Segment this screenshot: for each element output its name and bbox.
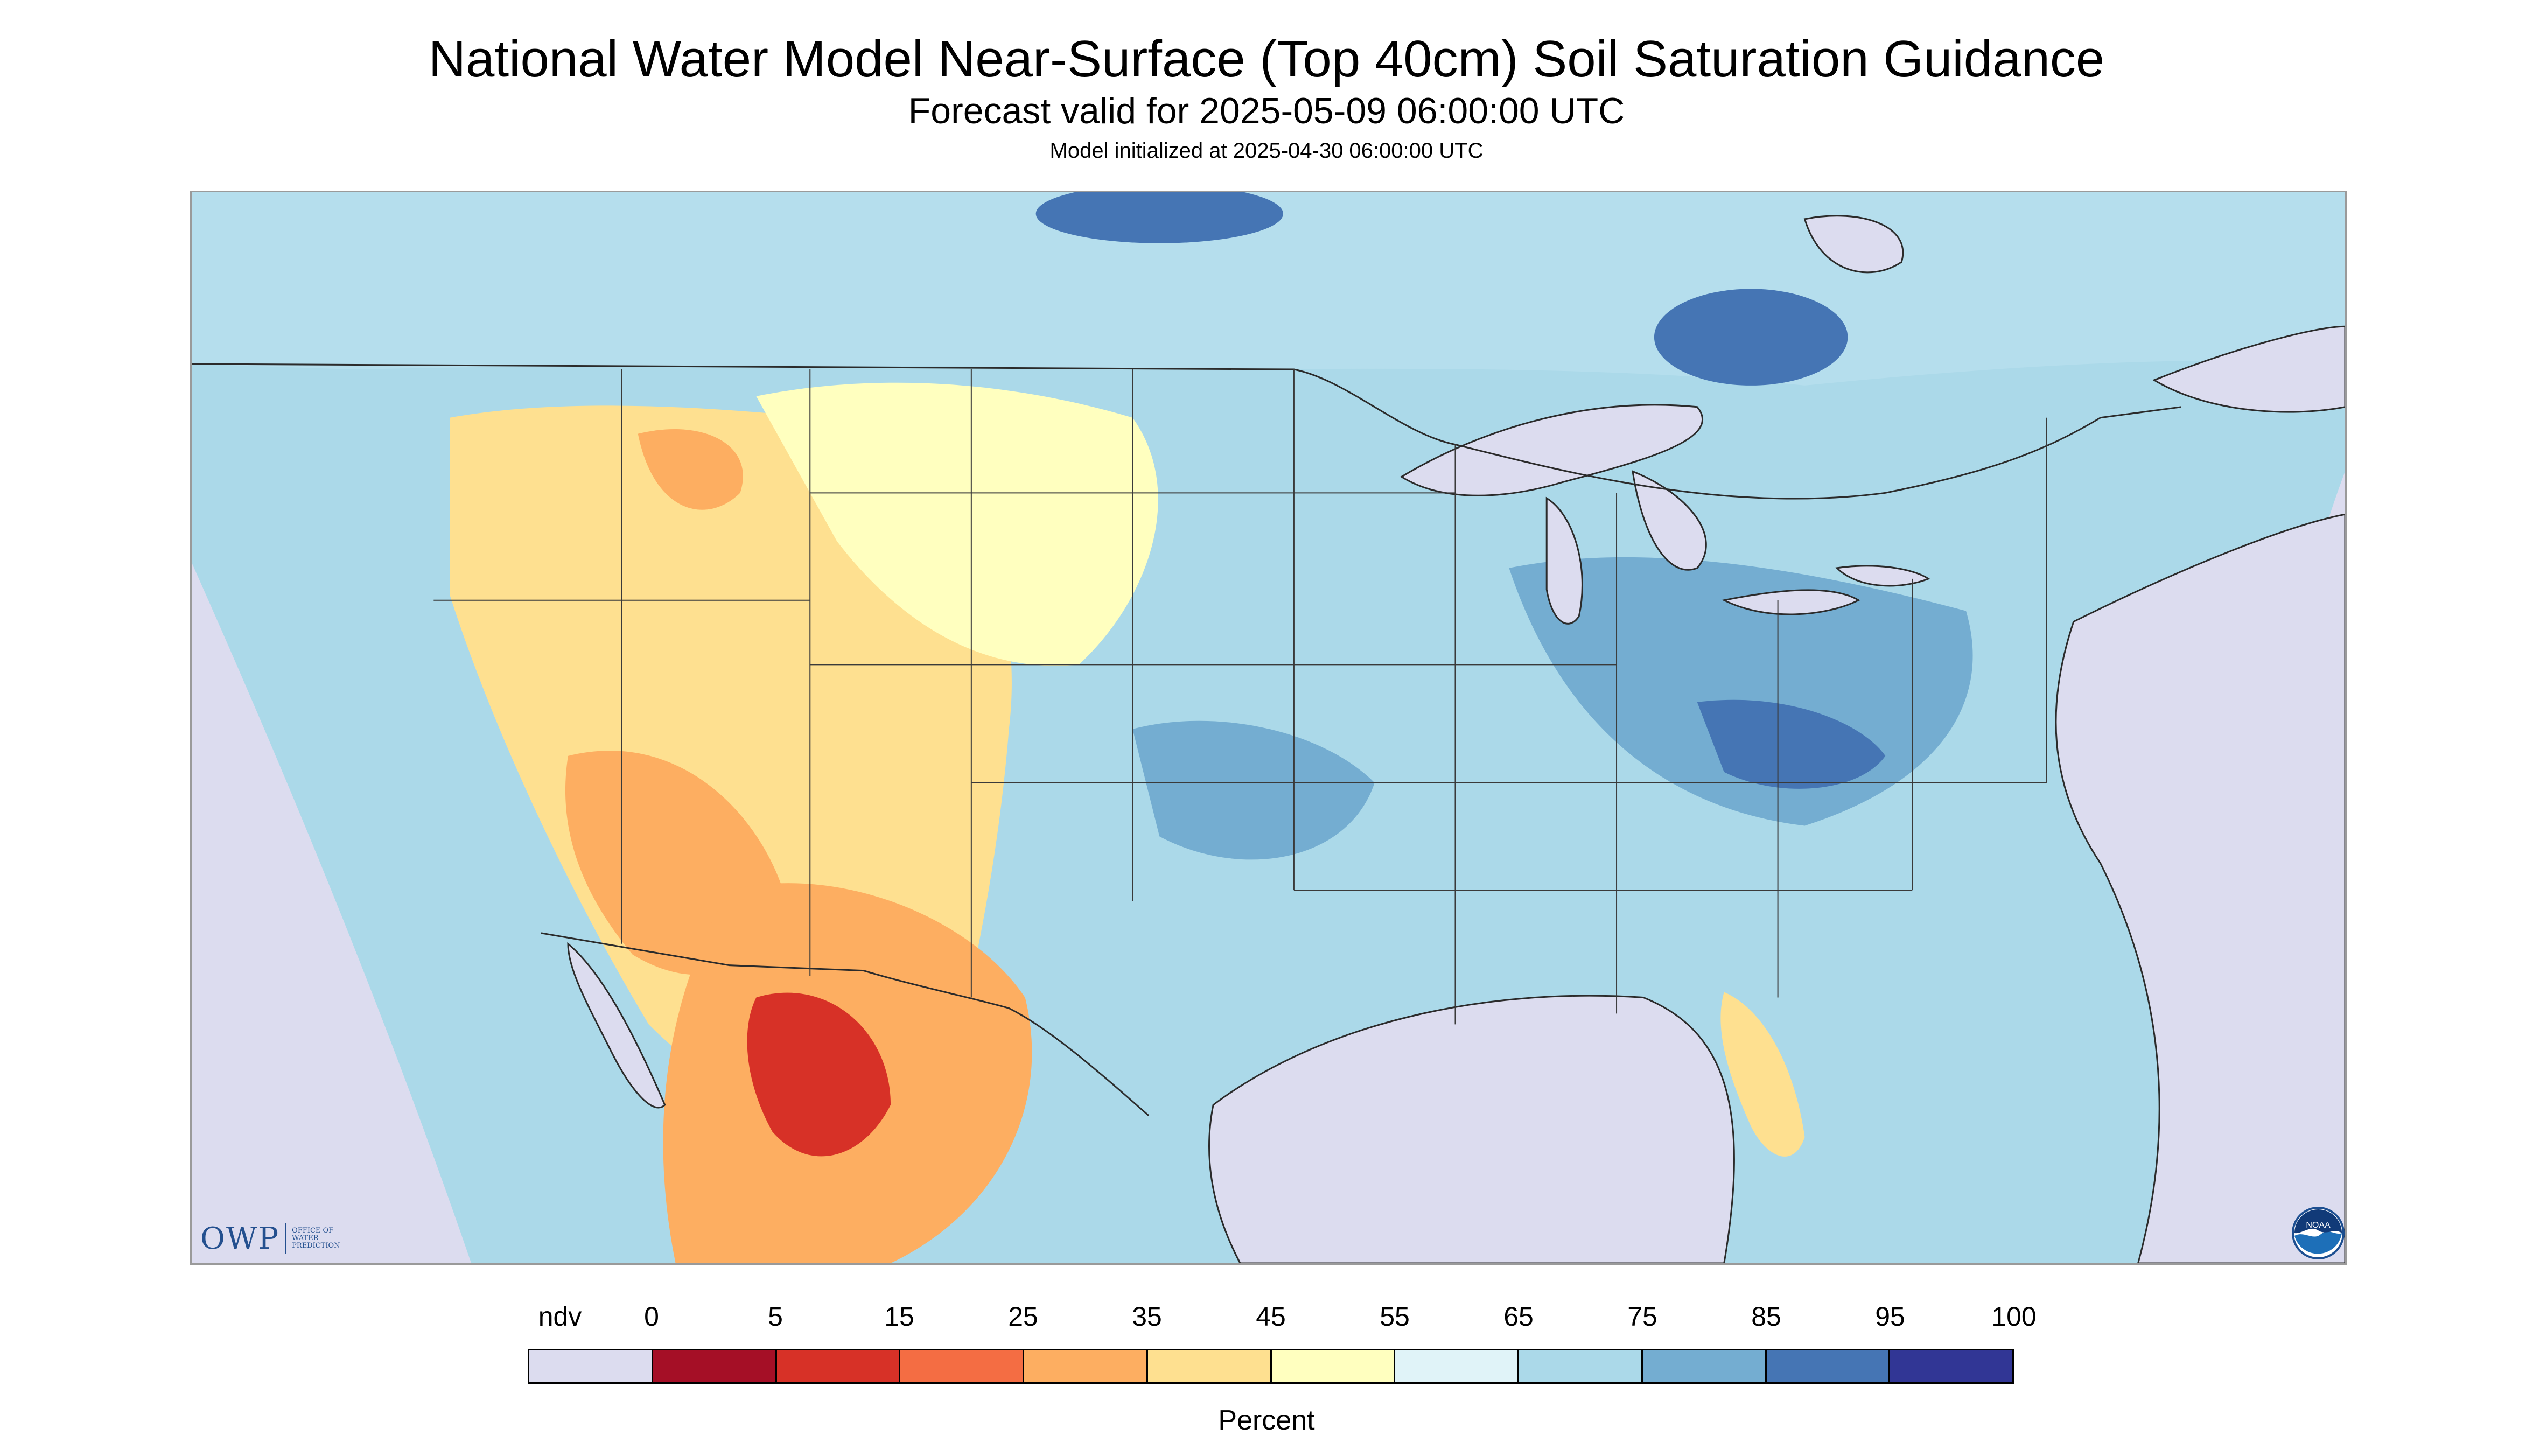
wet-region-oklahoma <box>1132 720 1375 860</box>
wet-area-ontario <box>1654 289 1848 386</box>
gulf-of-mexico <box>1208 995 1735 1263</box>
map-panel[interactable] <box>190 191 2347 1265</box>
gulf-of-st-lawrence <box>2152 325 2345 413</box>
forecast-valid-time: Forecast valid for 2025-05-09 06:00:00 U… <box>908 90 1625 131</box>
colorbar-swatch <box>1395 1350 1519 1382</box>
legend-label-ndv: ndv <box>538 1301 582 1332</box>
lake-huron <box>1632 470 1707 571</box>
lake-superior <box>1400 404 1703 496</box>
lake-erie <box>1722 589 1860 615</box>
legend-tick-label: 85 <box>1751 1301 1781 1332</box>
svg-text:NOAA: NOAA <box>2306 1221 2331 1230</box>
colorbar-swatch <box>1147 1350 1272 1382</box>
model-init-time: Model initialized at 2025-04-30 06:00:00… <box>1049 139 1484 163</box>
legend-tick-label: 100 <box>1991 1301 2037 1332</box>
dry-region-plains <box>756 382 1158 666</box>
colorbar <box>528 1349 2014 1384</box>
owp-logo-mark: OWP <box>200 1221 280 1256</box>
colorbar-swatch <box>1519 1350 1643 1382</box>
legend-tick-label: 75 <box>1627 1301 1657 1332</box>
soil-saturation-map[interactable] <box>192 192 2345 1263</box>
colorbar-swatch <box>1642 1350 1767 1382</box>
dry-region-montana <box>638 429 743 510</box>
dry-region-florida <box>1720 992 1805 1157</box>
colorbar-swatch <box>900 1350 1024 1382</box>
colorbar-swatch <box>1024 1350 1148 1382</box>
legend-labels: ndv 0 5 15 25 35 45 55 65 75 85 95 100 <box>528 1301 2037 1341</box>
legend-tick-label: 35 <box>1132 1301 1162 1332</box>
wet-region-ohio-valley <box>1697 699 1886 789</box>
owp-logo-text: OFFICE OF WATER PREDICTION <box>292 1227 340 1250</box>
legend-tick-label: 5 <box>768 1301 783 1332</box>
colorbar-swatch <box>653 1350 777 1382</box>
us-mexico-border <box>541 932 1150 1116</box>
noaa-logo: NOAA <box>2292 1207 2345 1259</box>
map-title: National Water Model Near-Surface (Top 4… <box>428 30 2105 88</box>
very-dry-region-chihuahua <box>747 992 891 1157</box>
colorbar-swatch <box>1271 1350 1396 1382</box>
state-boundaries <box>433 369 2047 1025</box>
colorbar-swatch <box>529 1350 653 1382</box>
colorbar-swatch <box>1890 1350 2012 1382</box>
colorbar-swatch <box>776 1350 901 1382</box>
legend-units: Percent <box>1218 1405 1315 1436</box>
legend-tick-label: 95 <box>1875 1301 1905 1332</box>
legend-tick-label: 65 <box>1503 1301 1534 1332</box>
wet-area-north <box>1035 192 1283 243</box>
legend-tick-label: 45 <box>1256 1301 1286 1332</box>
lake-ontario <box>1835 565 1930 587</box>
colorbar-swatch <box>1766 1350 1891 1382</box>
legend-tick-label: 25 <box>1008 1301 1038 1332</box>
us-canada-border <box>192 363 2181 500</box>
atlantic-ocean <box>2055 513 2345 1263</box>
gulf-of-california <box>567 942 666 1109</box>
owp-logo-separator <box>285 1223 287 1254</box>
owp-logo: OWP OFFICE OF WATER PREDICTION <box>200 1221 340 1256</box>
hudson-bay-inlet <box>1803 215 1904 274</box>
legend-tick-label: 55 <box>1380 1301 1410 1332</box>
lake-michigan <box>1545 496 1583 625</box>
legend-tick-label: 15 <box>884 1301 914 1332</box>
legend-tick-label: 0 <box>644 1301 659 1332</box>
